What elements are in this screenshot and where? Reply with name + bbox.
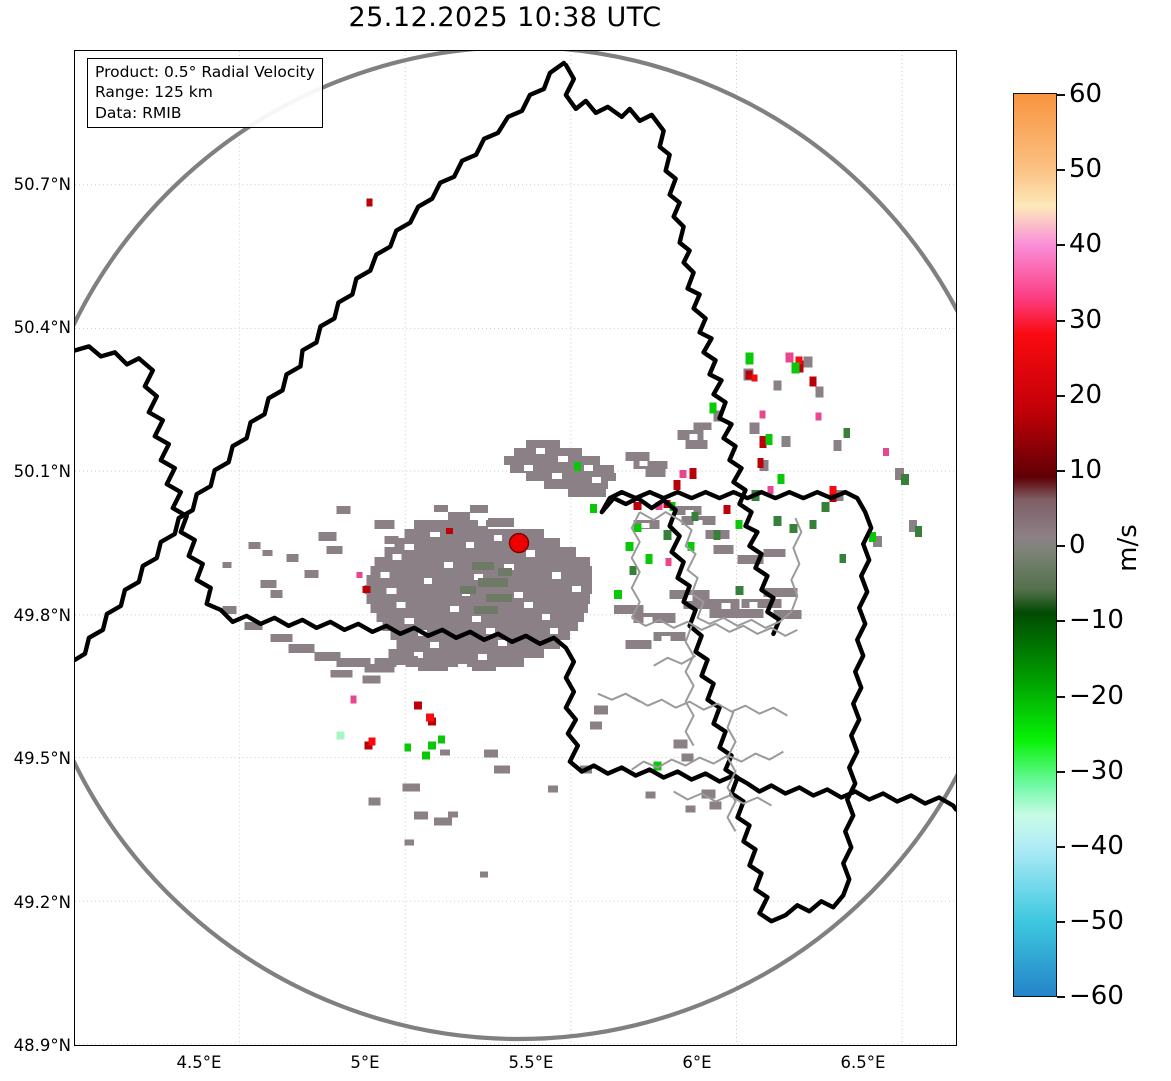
cbtick-label-9: −30 [1069, 756, 1124, 786]
cbtick-label-6: 0 [1069, 530, 1086, 560]
info-range: Range: 125 km [95, 83, 213, 102]
info-data: Data: RMIB [95, 103, 182, 122]
colorbar-gradient [1013, 93, 1057, 997]
page-title: 25.12.2025 10:38 UTC [348, 2, 662, 33]
xtick-label-3: 6°E [682, 1053, 712, 1072]
cbtick-label-2: 40 [1069, 229, 1103, 259]
xtick-label-0: 4.5°E [176, 1053, 222, 1072]
ytick-label-6: 48.9°N [13, 1036, 71, 1055]
cbtick-label-1: 50 [1069, 154, 1103, 184]
cbtick-mark-9 [1057, 771, 1065, 773]
cbtick-mark-2 [1057, 244, 1065, 246]
cbtick-mark-0 [1057, 94, 1065, 96]
ytick-label-5: 49.2°N [13, 893, 71, 912]
info-product: Product: 0.5° Radial Velocity [95, 63, 315, 81]
radar-map-canvas [75, 51, 956, 1045]
country-borders [75, 60, 956, 924]
range-ring-125km [75, 51, 956, 1041]
colorbar: 60 50 40 30 20 10 0 −10 −20 −30 −40 −50 … [1013, 81, 1124, 1009]
cbtick-mark-8 [1057, 696, 1065, 698]
cbtick-label-10: −40 [1069, 831, 1124, 861]
cbtick-label-0: 60 [1069, 79, 1103, 109]
xtick-label-2: 5.5°E [508, 1053, 554, 1072]
cbtick-mark-3 [1057, 320, 1065, 322]
radar-echo-layer [222, 198, 923, 878]
xtick-label-4: 6.5°E [840, 1053, 886, 1072]
cbtick-label-7: −10 [1069, 605, 1124, 635]
ytick-label-4: 49.5°N [13, 749, 71, 768]
cbtick-mark-10 [1057, 846, 1065, 848]
ytick-label-3: 49.8°N [13, 606, 71, 625]
colorbar-unit-label: m/s [1113, 524, 1143, 572]
cbtick-mark-11 [1057, 921, 1065, 923]
cbtick-label-3: 30 [1069, 305, 1103, 335]
ytick-label-2: 50.1°N [13, 462, 71, 481]
cbtick-label-4: 20 [1069, 380, 1103, 410]
cbtick-mark-5 [1057, 470, 1065, 472]
admin-borders [597, 511, 803, 832]
cbtick-label-5: 10 [1069, 455, 1103, 485]
cbtick-label-8: −20 [1069, 681, 1124, 711]
cbtick-mark-1 [1057, 169, 1065, 171]
cbtick-label-11: −50 [1069, 906, 1124, 936]
cbtick-mark-7 [1057, 620, 1065, 622]
ytick-label-1: 50.4°N [13, 318, 71, 337]
cbtick-mark-4 [1057, 395, 1065, 397]
cbtick-mark-6 [1057, 545, 1065, 547]
radar-plot-panel: Product: 0.5° Radial Velocity Range: 125… [74, 50, 957, 1046]
xtick-label-1: 5°E [350, 1053, 380, 1072]
radar-site-marker [508, 532, 530, 554]
cbtick-label-12: −60 [1069, 981, 1124, 1011]
ytick-label-0: 50.7°N [13, 175, 71, 194]
product-info-box: Product: 0.5° Radial Velocity Range: 125… [87, 58, 323, 129]
cbtick-mark-12 [1057, 996, 1065, 998]
